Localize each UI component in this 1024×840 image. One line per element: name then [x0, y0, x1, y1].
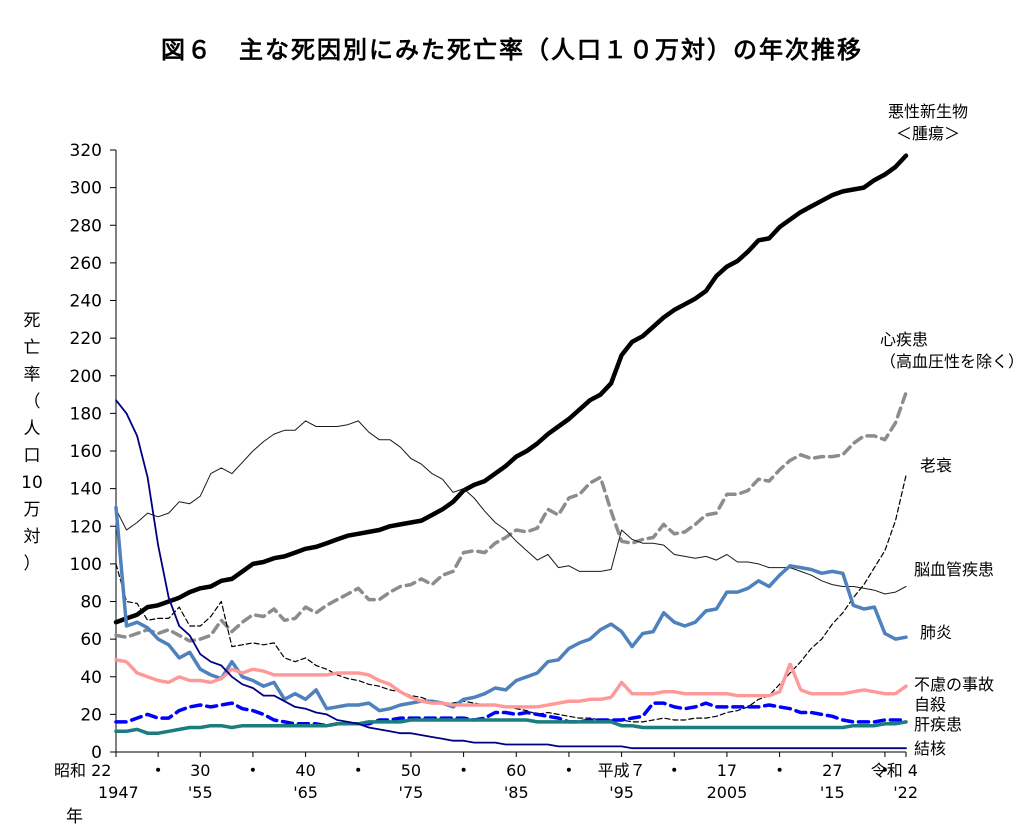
series-labels: 悪性新生物 ＜腫瘍＞ 心疾患 （高血圧性を除く） 老衰脳血管疾患肺炎不慮の事故自殺肝疾患… [880, 102, 1024, 758]
y-tick-label: 320 [70, 141, 102, 161]
y-axis-label-char: 死 [23, 311, 41, 331]
x-tick-label-era: 平成７ [598, 761, 646, 780]
y-tick-label: 260 [70, 254, 102, 274]
y-axis-label-char: 対 [23, 527, 41, 547]
series-line-7 [114, 701, 908, 728]
series-label-8: 肝疾患 [914, 715, 962, 734]
x-tick-label-era: 60 [506, 761, 526, 780]
y-tick-label: 40 [80, 668, 102, 688]
y-axis-label-char: 口 [23, 446, 41, 466]
x-tick-label-year: '85 [504, 783, 529, 802]
x-tick-label-era: 令和 4 [871, 761, 918, 780]
x-tick-label-era: 17 [717, 761, 737, 780]
series-label-7: 自殺 [914, 695, 946, 714]
series-line-5 [114, 505, 908, 713]
y-axis-label-char: 10 [21, 473, 43, 493]
x-tick-label-year: 1947 [98, 783, 139, 802]
x-tick-label-year: '95 [609, 783, 634, 802]
x-tick-label-era: ・ [150, 761, 166, 780]
series-label-9: 結核 [914, 739, 946, 758]
x-tick-label-era: 27 [822, 761, 842, 780]
series-line-6 [114, 658, 908, 709]
x-tick-label-era: ・ [350, 761, 366, 780]
y-axis-label-char: 万 [23, 500, 41, 520]
y-tick-label: 300 [70, 179, 102, 199]
y-tick-label: 60 [80, 630, 102, 650]
y-axis-label-char: （ [23, 392, 41, 412]
y-tick-label: 20 [80, 705, 102, 725]
y-tick-label: 240 [70, 292, 102, 312]
x-tick-label-year: '65 [293, 783, 318, 802]
y-tick-label: 180 [70, 404, 102, 424]
y-axis-label-char: 人 [23, 419, 41, 439]
series-line-8 [114, 718, 908, 735]
series-label-3: 老衰 [920, 456, 952, 475]
x-tick-label-year: '75 [399, 783, 424, 802]
x-tick-label-era: 30 [190, 761, 210, 780]
chart-title: 図６ 主な死因別にみた死亡率（人口１０万対）の年次推移 [161, 36, 863, 64]
y-tick-label: 220 [70, 329, 102, 349]
y-axis-label: 死亡率 （ 人口 10 万対 ） [20, 308, 44, 578]
y-tick-label: 200 [70, 367, 102, 387]
x-tick-label-era: ・ [666, 761, 682, 780]
y-tick-label: 140 [70, 480, 102, 500]
series-label-2: （高血圧性を除く） [880, 352, 1024, 371]
y-tick-label: 0 [91, 743, 102, 763]
x-tick-label-year: '22 [893, 783, 918, 802]
axes: 0 20 40 60 80 100 120 140 160 180 200 220 240 260 280 3… [54, 141, 918, 827]
series-label-1: 悪性新生物 [888, 102, 968, 121]
y-tick-label: 100 [70, 555, 102, 575]
x-tick-label-era: ・ [456, 761, 472, 780]
y-tick-label: 120 [70, 517, 102, 537]
x-tick-label-era: ・ [877, 761, 893, 780]
series-label-5: 肺炎 [920, 623, 952, 642]
y-axis-label-char: ） [23, 554, 41, 574]
series-line-2 [114, 390, 908, 643]
x-tick-label-year: '55 [188, 783, 213, 802]
series-label-2: 心疾患 [880, 330, 928, 349]
x-tick-label-era: ・ [561, 761, 577, 780]
x-tick-label-era: ・ [772, 761, 788, 780]
x-tick-label-era: 40 [295, 761, 315, 780]
x-axis-label: 年 [66, 807, 83, 827]
series-line-1 [113, 153, 909, 625]
y-tick-label: 160 [70, 442, 102, 462]
series-label-6: 不慮の事故 [914, 675, 994, 694]
x-tick-label-year: '15 [820, 783, 845, 802]
x-tick-label-era: ・ [245, 761, 261, 780]
x-tick-label-era: 50 [401, 761, 421, 780]
series-line-9 [115, 399, 907, 750]
series-label-1: ＜腫瘍＞ [896, 124, 960, 143]
x-tick-label-year: 2005 [707, 783, 748, 802]
series-line-4 [115, 420, 907, 595]
y-axis-label-char: 率 [23, 365, 41, 385]
x-tick-label-era: 昭和 22 [54, 761, 111, 780]
y-axis-label-char: 亡 [23, 338, 41, 358]
y-tick-label: 280 [70, 216, 102, 236]
series-label-4: 脳血管疾患 [914, 560, 994, 579]
y-tick-label: 80 [80, 593, 102, 613]
series-lines [113, 153, 909, 750]
